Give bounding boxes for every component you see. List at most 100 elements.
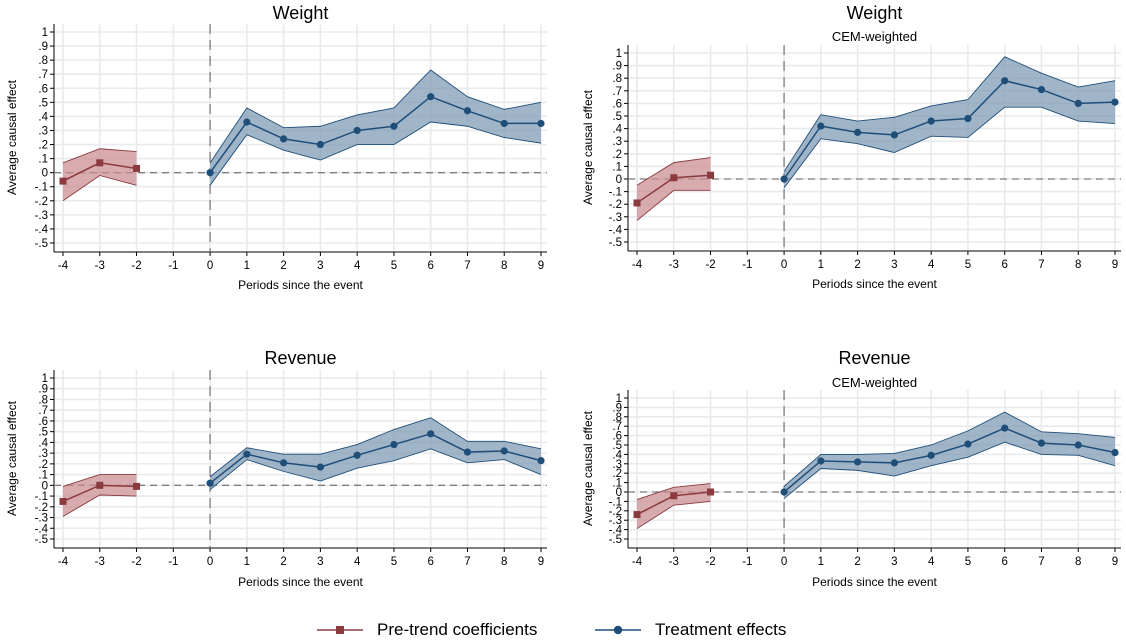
y-tick-label: -.4 [35,224,49,236]
y-tick-label: -.1 [35,491,48,503]
panel-subtitle: CEM-weighted [832,29,917,44]
legend-pretrend-marker [336,626,344,634]
pretrend-point [59,497,67,505]
y-tick-label: -.4 [609,525,623,537]
y-tick-label: .3 [38,125,48,137]
panel-3: -.5-.4-.3-.2-.10.1.2.3.4.5.6.7.8.91-4 -3-… [5,348,547,589]
x-tick-label: -1 [742,259,752,271]
x-tick-label: 2 [854,556,860,568]
treatment-ci-lower-edge [209,121,542,186]
treatment-point [427,430,435,438]
y-tick-label: .7 [38,405,48,417]
treatment-point [780,488,788,496]
treatment-point [206,169,214,177]
panel-subtitle: CEM-weighted [832,375,917,390]
legend-treatment-swatch [595,625,641,635]
treatment-point [316,463,324,471]
x-axis-label: Periods since the event [812,575,937,589]
y-tick-label: -.4 [609,224,623,236]
y-tick-label: -.5 [35,534,48,546]
pretrend-ci-band [637,483,711,529]
y-tick-label: .2 [38,140,48,152]
pretrend-ci-band [63,474,137,517]
y-tick-label: .8 [612,73,622,85]
series-pretrend [633,157,715,221]
treatment-point [964,440,972,448]
pretrend-point [670,492,678,500]
x-tick-label: 7 [464,556,470,568]
pretrend-point [133,164,141,172]
y-tick-label: .6 [612,431,622,443]
treatment-point [854,128,862,136]
treatment-point [390,440,398,449]
y-tick-label: -.1 [609,496,622,508]
x-tick-label: 8 [501,556,507,568]
panel-4: -.5-.4-.3-.2-.10.1.2.3.4.5.6.7.8.91-4 -3-… [581,348,1121,589]
y-tick-label: -.5 [609,534,622,546]
treatment-point [1037,85,1046,94]
treatment-point [463,107,472,115]
y-tick-label: 1 [616,393,622,405]
y-tick-label: -.2 [609,199,622,211]
pretrend-ci-lower-edge [62,494,137,517]
x-tick-label: -4 [58,260,69,272]
treatment-point [1001,424,1009,432]
series-pretrend [59,474,141,517]
x-tick-label: 0 [781,556,787,568]
legend-treatment-marker [613,625,623,635]
panel-title: Weight [273,3,329,23]
treatment-ci-lower-edge [783,441,1116,499]
y-tick-label: -.3 [609,515,622,527]
treatment-point [353,451,361,459]
y-tick-label: .7 [38,69,48,81]
pretrend-point [633,511,641,519]
x-tick-label: 5 [965,556,971,568]
treatment-point [890,459,898,467]
treatment-point [927,117,935,125]
treatment-point [463,448,472,456]
x-tick-label: 5 [965,259,971,271]
y-tick-label: -.1 [35,182,48,194]
x-tick-label: -4 [632,556,643,568]
y-tick-label: 0 [42,480,48,492]
treatment-point [1111,98,1119,106]
treatment-point [817,457,825,465]
y-axis-label: Average causal effect [5,400,19,516]
treatment-ci-upper-edge [209,69,542,164]
x-tick-label: -3 [669,556,679,568]
pretrend-ci-upper-edge [62,148,137,164]
y-tick-label: .6 [38,416,48,428]
x-tick-label: 8 [1075,259,1081,271]
legend-item-pretrend: Pre-trend coefficients [317,619,537,641]
x-tick-label: 7 [464,260,470,272]
y-tick-label: .3 [38,448,48,460]
pretrend-point [707,488,715,496]
treatment-point [280,135,288,143]
pretrend-point [633,199,641,207]
y-tick-label: 1 [42,373,48,385]
x-tick-label: 6 [427,260,433,272]
x-tick-label: 7 [1038,556,1044,568]
x-tick-label: 2 [280,556,286,568]
series-pretrend [633,483,715,530]
x-tick-label: 9 [538,556,544,568]
treatment-ci-upper-edge [783,411,1116,487]
x-tick-label: 6 [427,556,433,568]
treatment-point [537,119,545,128]
treatment-point [316,140,324,149]
pretrend-ci-band [637,157,711,221]
x-axis-label: Periods since the event [238,575,363,589]
y-tick-label: .2 [38,459,48,471]
treatment-point [1074,441,1082,449]
x-tick-label: -2 [705,556,715,568]
treatment-point [243,450,251,458]
x-tick-label: 0 [781,259,787,271]
x-tick-label: 4 [354,260,361,272]
pretrend-ci-upper-edge [636,483,711,500]
y-axis-label: Average causal effect [581,410,595,526]
y-tick-label: .7 [612,421,622,433]
x-tick-label: 6 [1001,556,1007,568]
treatment-point [1111,448,1119,457]
pretrend-ci-upper-edge [636,157,711,186]
treatment-point [353,126,361,135]
